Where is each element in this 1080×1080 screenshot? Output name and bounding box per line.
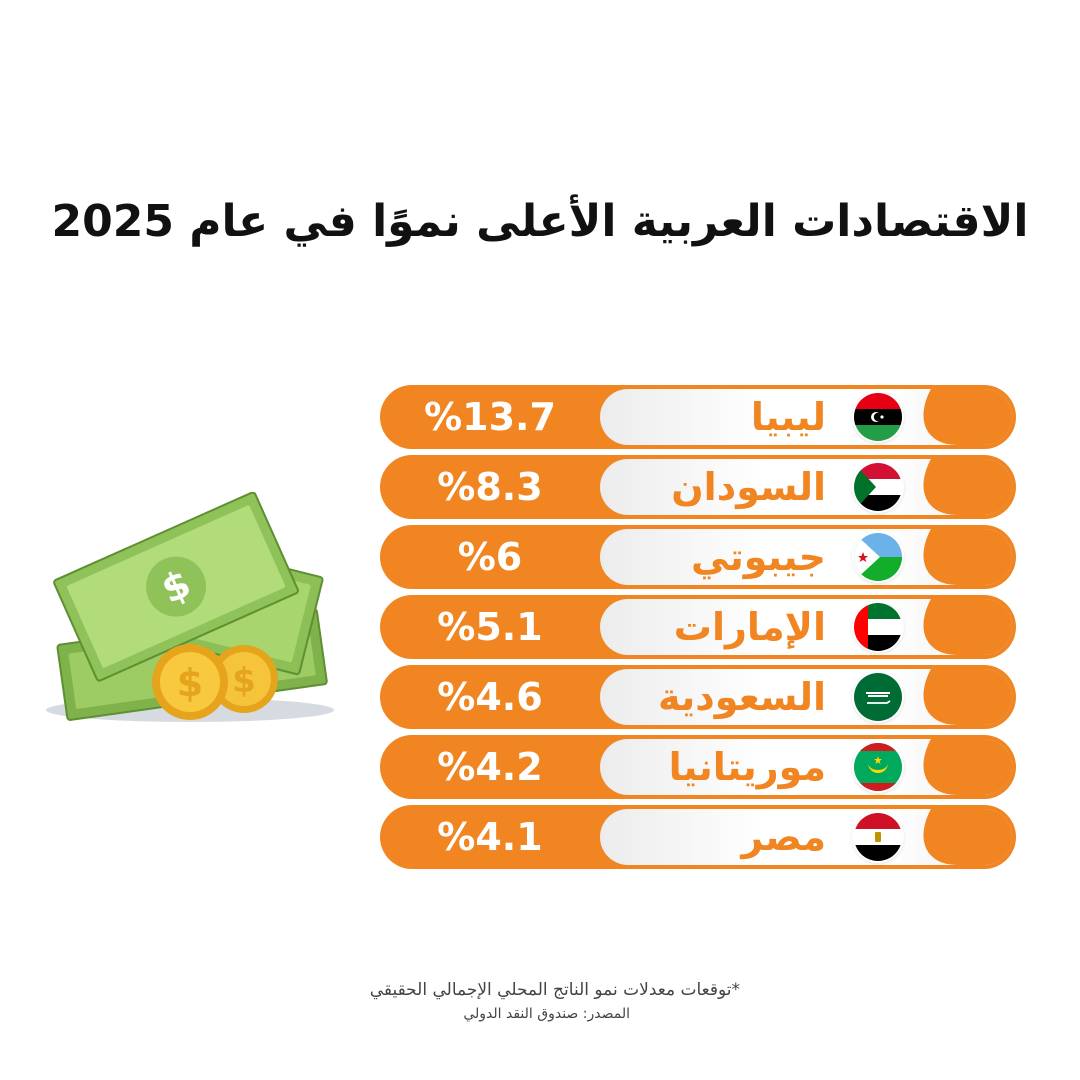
data-label: %4.6 xyxy=(437,675,543,719)
category-label: جيبوتي xyxy=(691,535,826,579)
pill-tail-decoration xyxy=(901,599,1012,655)
category-label: السودان xyxy=(671,465,826,509)
pill-tail-decoration xyxy=(901,529,1012,585)
footnote: *توقعات معدلات نمو الناتج المحلي الإجمال… xyxy=(369,980,740,1000)
djibouti-flag-icon xyxy=(854,533,902,581)
bar-row: %5.1 الإمارات xyxy=(380,595,1016,659)
svg-text:$: $ xyxy=(232,661,256,701)
data-label: %8.3 xyxy=(437,465,543,509)
bar-row: %13.7 ليبيا xyxy=(380,385,1016,449)
data-label: %4.2 xyxy=(437,745,543,789)
pill-tail-decoration xyxy=(901,809,1012,865)
label-panel xyxy=(600,389,1012,445)
bar-row: %6 جيبوتي xyxy=(380,525,1016,589)
pill-tail-decoration xyxy=(901,389,1012,445)
bar-row: %8.3 السودان xyxy=(380,455,1016,519)
data-label: %5.1 xyxy=(437,605,543,649)
bar-row: %4.2 موريتانيا xyxy=(380,735,1016,799)
sudan-flag-icon xyxy=(854,463,902,511)
category-label: السعودية xyxy=(657,675,826,719)
data-label: %4.1 xyxy=(437,815,543,859)
label-panel xyxy=(600,669,1012,725)
category-label: الإمارات xyxy=(673,605,826,649)
label-panel xyxy=(600,599,1012,655)
money-stack-icon: $ $ $ xyxy=(46,492,334,722)
pill-tail-decoration xyxy=(901,459,1012,515)
bar-row: %4.1 مصر xyxy=(380,805,1016,869)
pill-tail-decoration xyxy=(901,739,1012,795)
bar-row: %4.6 السعودية xyxy=(380,665,1016,729)
svg-text:$: $ xyxy=(177,661,203,705)
source-note: المصدر: صندوق النقد الدولي xyxy=(463,1006,630,1022)
pill-tail-decoration xyxy=(901,669,1012,725)
chart-title: الاقتصادات العربية الأعلى نموًا في عام 2… xyxy=(51,196,1029,247)
footnotes: *توقعات معدلات نمو الناتج المحلي الإجمال… xyxy=(300,980,740,1022)
ranking-list: %13.7 ليبيا %8.3 السودان %6 جيبوتي %5.1 الإمارا… xyxy=(380,385,1016,875)
data-label: %13.7 xyxy=(424,395,556,439)
libya-flag-icon xyxy=(854,393,902,441)
data-label: %6 xyxy=(457,535,523,579)
label-panel xyxy=(600,459,1012,515)
category-label: موريتانيا xyxy=(668,745,826,789)
label-panel xyxy=(600,739,1012,795)
egypt-flag-icon xyxy=(854,813,902,861)
label-panel xyxy=(600,809,1012,865)
uae-flag-icon xyxy=(854,603,902,651)
category-label: مصر xyxy=(741,815,826,859)
label-panel xyxy=(600,529,1012,585)
mauritania-flag-icon xyxy=(854,743,902,791)
category-label: ليبيا xyxy=(750,395,826,439)
saudi-flag-icon xyxy=(854,673,902,721)
